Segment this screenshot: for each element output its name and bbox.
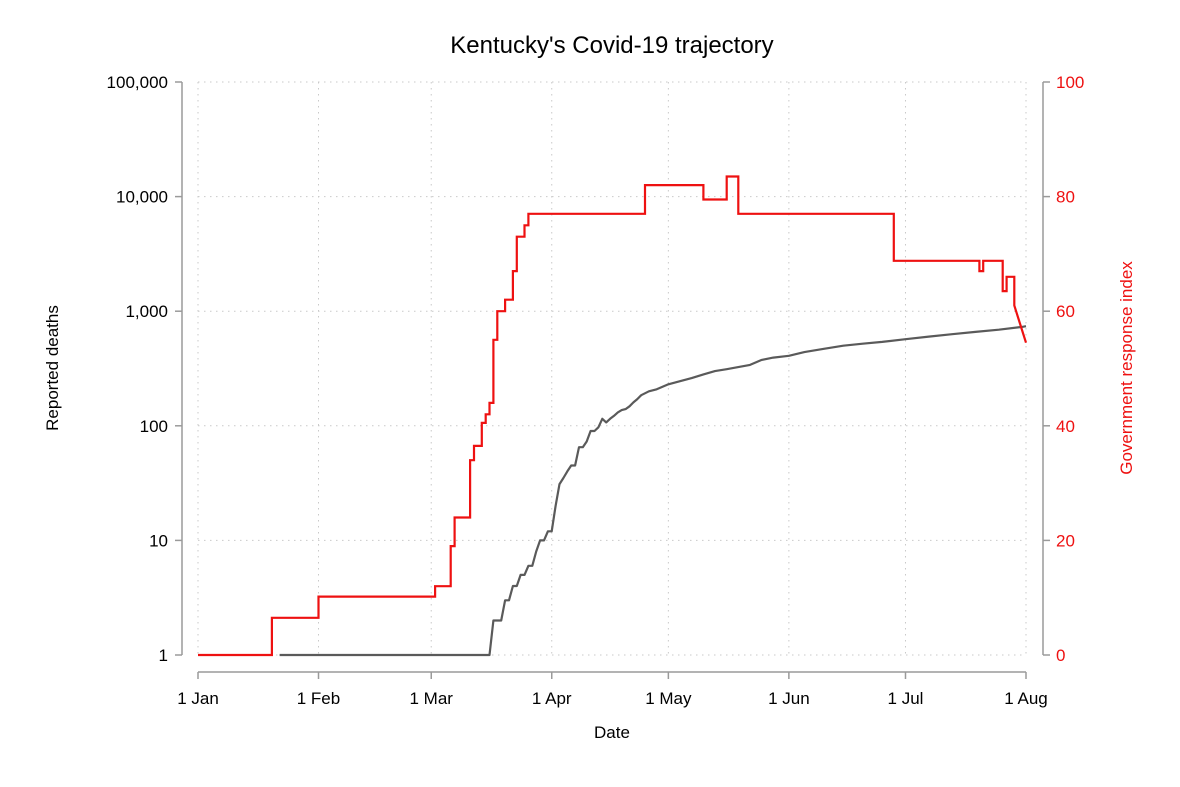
right-axis-label: Government response index [1117, 261, 1136, 475]
y-right-tick-label: 80 [1056, 188, 1075, 207]
left-axis-label: Reported deaths [43, 305, 62, 431]
y-right-tick-label: 40 [1056, 417, 1075, 436]
y-left-tick-label: 100 [140, 417, 168, 436]
x-tick-label: 1 Jun [768, 689, 810, 708]
x-tick-label: 1 Jan [177, 689, 219, 708]
response-index-line [198, 175, 1028, 657]
axes [181, 82, 1044, 673]
deaths-line [279, 325, 1027, 657]
y-left-tick-label: 10,000 [116, 188, 168, 207]
x-tick-label: 1 May [645, 689, 692, 708]
y-left-tick-label: 10 [149, 531, 168, 550]
y-right-tick-label: 100 [1056, 73, 1084, 92]
y-left-tick-label: 1 [159, 646, 168, 665]
x-axis-label: Date [594, 723, 630, 742]
series [198, 175, 1028, 657]
x-tick-label: 1 Feb [297, 689, 340, 708]
ticks: 1 10 100 1,000 10,000 100,000 0 20 40 60 80 100 1 Ja… [107, 73, 1085, 708]
y-left-tick-label: 1,000 [125, 302, 168, 321]
grid [197, 81, 1027, 656]
x-tick-label: 1 Aug [1004, 689, 1048, 708]
y-right-tick-label: 20 [1056, 531, 1075, 550]
chart-title: Kentucky's Covid-19 trajectory [450, 32, 773, 59]
x-tick-label: 1 Apr [532, 689, 572, 708]
x-tick-label: 1 Jul [888, 689, 924, 708]
y-right-tick-label: 60 [1056, 302, 1075, 321]
y-right-tick-label: 0 [1056, 646, 1065, 665]
x-tick-label: 1 Mar [410, 689, 454, 708]
y-left-tick-label: 100,000 [107, 73, 168, 92]
